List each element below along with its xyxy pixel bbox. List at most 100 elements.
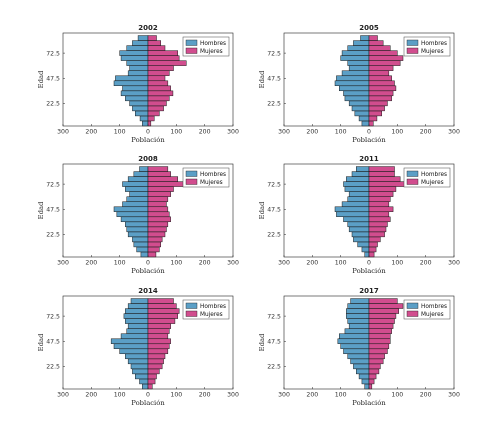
y-axis-label: Edad	[258, 201, 266, 219]
bar-hombres	[125, 308, 149, 314]
bar-hombres	[120, 90, 149, 97]
bar-mujeres	[147, 343, 170, 349]
legend: Hombres Mujeres	[403, 36, 451, 57]
bar-hombres	[343, 90, 370, 97]
bar-mujeres	[147, 60, 187, 66]
bar-hombres	[122, 85, 149, 92]
x-tick-label: 300	[57, 392, 69, 399]
bar-hombres	[110, 338, 149, 344]
pyramid-panel-2005: 300 200 100 0 100 200 300 22.5 47.5 72.5 2005 Pobla…	[258, 24, 460, 144]
bar-hombres	[353, 363, 370, 370]
bar-hombres	[126, 328, 149, 334]
bar-mujeres	[147, 120, 152, 127]
bar-hombres	[336, 211, 370, 217]
bar-hombres	[347, 221, 370, 228]
bar-mujeres	[147, 313, 178, 319]
legend-label-mujeres: Mujeres	[421, 49, 444, 55]
pyramid-panel-2017: 300 200 100 0 100 200 300 22.5 47.5 72.5 2017 Pobla…	[258, 287, 460, 407]
bar-hombres	[115, 75, 149, 81]
bar-hombres	[132, 40, 149, 46]
bar-mujeres	[368, 105, 385, 112]
bar-hombres	[140, 251, 149, 258]
bar-hombres	[126, 60, 149, 66]
bar-mujeres	[368, 120, 374, 127]
x-axis-label: Población	[131, 267, 165, 275]
bar-mujeres	[147, 353, 166, 360]
bar-hombres	[334, 206, 370, 212]
x-tick-label: 200	[306, 392, 318, 399]
legend: Hombres Mujeres	[403, 167, 451, 188]
bar-mujeres	[368, 55, 404, 61]
bar-hombres	[340, 55, 370, 61]
x-axis-label: Población	[131, 399, 165, 407]
bar-hombres	[348, 100, 370, 107]
bar-hombres	[343, 181, 370, 187]
bar-mujeres	[147, 40, 161, 46]
x-tick-label: 100	[391, 129, 403, 136]
bar-hombres	[130, 298, 149, 304]
legend-label-hombres: Hombres	[421, 172, 447, 178]
bar-hombres	[120, 216, 149, 223]
legend-label-hombres: Hombres	[421, 41, 447, 47]
pyramid-panel-2011: 300 200 100 0 100 200 300 22.5 47.5 72.5 2011 Pobla…	[258, 155, 460, 275]
legend-label-mujeres: Mujeres	[200, 49, 223, 55]
pyramid-panel-2002: 300 200 100 0 100 200 300 22.5 47.5 72.5 2002 Pobla…	[37, 24, 239, 144]
bar-mujeres	[368, 110, 382, 117]
legend-swatch-mujeres	[406, 178, 419, 185]
bar-mujeres	[368, 90, 394, 97]
bar-mujeres	[368, 176, 401, 182]
bar-mujeres	[368, 343, 390, 349]
bar-mujeres	[147, 241, 161, 248]
bar-hombres	[133, 241, 149, 248]
x-tick-label: 200	[306, 260, 318, 267]
bar-hombres	[341, 201, 370, 207]
bar-mujeres	[147, 226, 167, 233]
bar-hombres	[125, 221, 149, 228]
x-tick-label: 200	[420, 260, 432, 267]
y-axis-label: Edad	[258, 333, 266, 351]
bar-hombres	[122, 181, 149, 187]
bar-hombres	[120, 55, 149, 61]
bar-hombres	[351, 231, 370, 238]
legend-swatch-mujeres	[406, 47, 419, 54]
bar-hombres	[120, 333, 149, 339]
y-tick-label: 47.5	[46, 75, 60, 82]
bar-hombres	[142, 383, 149, 390]
bar-mujeres	[368, 65, 394, 71]
bar-mujeres	[368, 313, 397, 319]
bar-hombres	[344, 95, 370, 102]
bar-hombres	[122, 201, 149, 207]
bar-hombres	[356, 368, 370, 375]
x-tick-label: 100	[170, 260, 182, 267]
y-tick-label: 22.5	[46, 101, 60, 108]
x-tick-label: 100	[170, 392, 182, 399]
bar-hombres	[348, 226, 370, 233]
bar-hombres	[130, 363, 149, 370]
bar-mujeres	[147, 70, 170, 76]
bar-hombres	[139, 115, 149, 122]
x-tick-label: 300	[57, 129, 69, 136]
y-tick-label: 47.5	[267, 338, 281, 345]
bar-hombres	[127, 303, 149, 309]
bar-mujeres	[368, 201, 390, 207]
bar-hombres	[119, 50, 149, 56]
x-axis-label: Población	[352, 399, 386, 407]
x-tick-label: 200	[420, 129, 432, 136]
x-tick-label: 100	[335, 260, 347, 267]
legend-label-hombres: Hombres	[421, 304, 447, 310]
bar-mujeres	[147, 50, 178, 56]
bar-mujeres	[147, 338, 171, 344]
y-tick-label: 47.5	[46, 338, 60, 345]
bar-mujeres	[368, 251, 375, 258]
bar-mujeres	[147, 298, 174, 304]
x-tick-label: 300	[448, 260, 460, 267]
bar-hombres	[339, 85, 370, 92]
x-tick-label: 100	[114, 392, 126, 399]
bar-hombres	[127, 70, 149, 76]
bar-hombres	[360, 35, 370, 41]
bar-hombres	[347, 303, 370, 309]
pyramid-panel-2008: 300 200 100 0 100 200 300 22.5 47.5 72.5 2008 Pobla…	[37, 155, 239, 275]
bar-mujeres	[147, 95, 170, 102]
y-tick-label: 47.5	[46, 206, 60, 213]
bar-hombres	[353, 236, 370, 243]
